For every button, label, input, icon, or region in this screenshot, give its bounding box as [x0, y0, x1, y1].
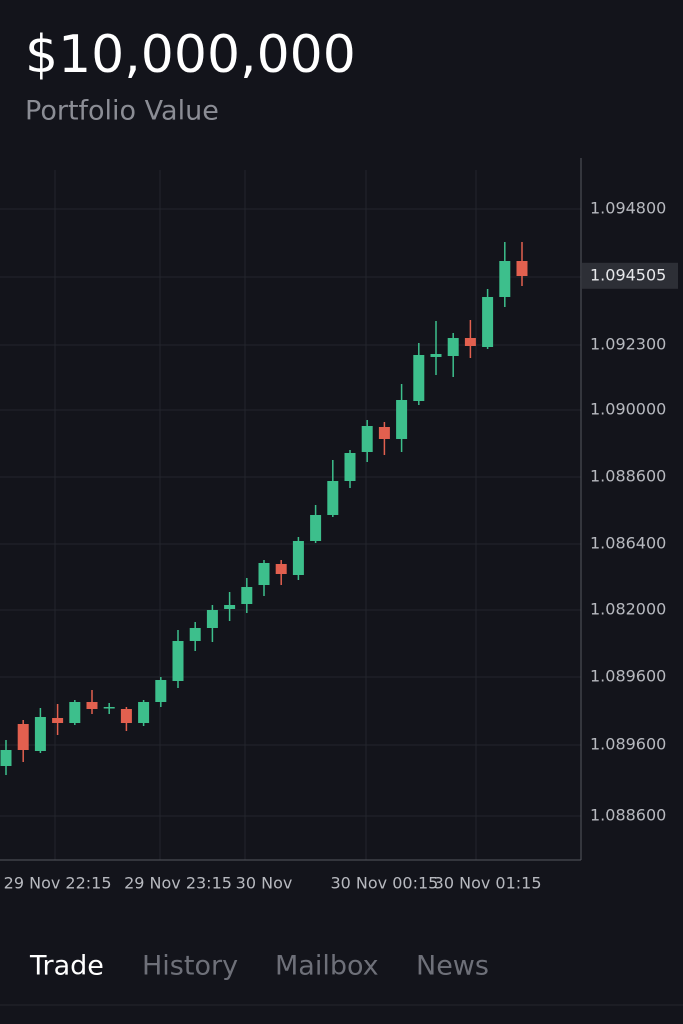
candle-body — [0, 750, 12, 766]
candle-body — [206, 610, 218, 628]
tab[interactable]: History — [142, 951, 238, 982]
candle-body — [499, 261, 511, 297]
candles — [0, 242, 528, 775]
candle-body — [413, 355, 425, 401]
tab[interactable]: News — [416, 951, 489, 982]
last-price-tag — [582, 262, 678, 289]
y-axis-label: 1.082000 — [590, 600, 666, 619]
candle-body — [310, 515, 322, 541]
y-axis-label: 1.094800 — [590, 199, 666, 218]
candle-body — [155, 680, 167, 702]
y-axis-label: 1.092300 — [590, 335, 666, 354]
candle-body — [482, 297, 494, 347]
candle-body — [396, 400, 408, 439]
portfolio-label: Portfolio Value — [25, 96, 219, 127]
candle-body — [327, 481, 339, 515]
candle-body — [34, 717, 46, 751]
candle-body — [344, 453, 356, 481]
y-axis-label: 1.090000 — [590, 400, 666, 419]
tab[interactable]: Trade — [29, 951, 104, 982]
candle-body — [516, 261, 528, 276]
candle-body — [86, 702, 98, 709]
axis-labels: 1.094800 1.092300 1.090000 1.088600 1.086400… — [4, 199, 678, 893]
candle-body — [378, 427, 390, 439]
tab[interactable]: Mailbox — [275, 951, 379, 982]
candle-body — [430, 354, 442, 357]
candle-body — [464, 338, 476, 346]
y-axis-label: 1.088600 — [590, 806, 666, 825]
x-tick-label: 29 Nov 23:15 — [124, 874, 232, 893]
candle-body — [447, 338, 459, 356]
candle-body — [120, 709, 132, 723]
x-tick-label: 30 Nov 00:15 — [330, 874, 438, 893]
candle-body — [138, 702, 150, 723]
y-axis-label: 1.088600 — [590, 467, 666, 486]
tab-bar: Trade History Mailbox News — [29, 951, 489, 982]
candle-body — [69, 702, 81, 723]
candle-body — [224, 605, 236, 609]
y-axis-label: 1.086400 — [590, 534, 666, 553]
candle-body — [292, 541, 304, 575]
candle-body — [241, 587, 253, 604]
x-tick-label: 30 Nov — [236, 874, 293, 893]
candle-body — [361, 426, 373, 452]
candle-body — [17, 724, 29, 750]
candle-body — [172, 641, 184, 681]
y-axis-label: 1.089600 — [590, 667, 666, 686]
x-tick-label: 30 Nov 01:15 — [434, 874, 542, 893]
y-axis-label: 1.089600 — [590, 735, 666, 754]
candle-body — [52, 718, 64, 723]
candle-body — [275, 564, 287, 574]
grid — [0, 170, 581, 860]
portfolio-value: $10,000,000 — [25, 25, 356, 85]
candle-body — [103, 707, 115, 709]
candle-body — [189, 628, 201, 641]
candle-body — [258, 563, 270, 585]
x-tick-label: 29 Nov 22:15 — [4, 874, 112, 893]
last-price-label: 1.094505 — [590, 265, 666, 284]
